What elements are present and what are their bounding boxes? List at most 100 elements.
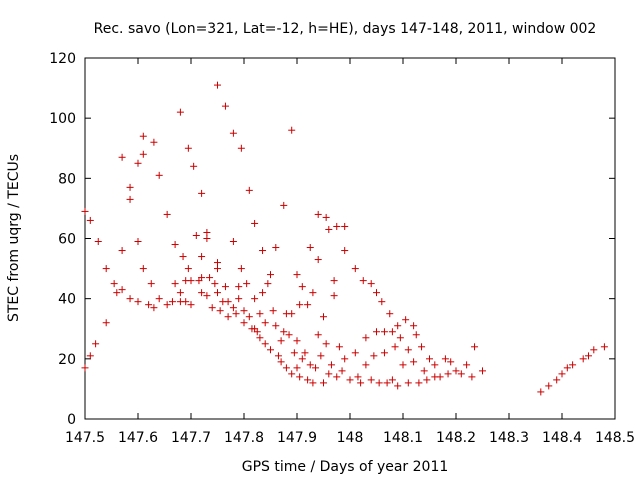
data-point [388,376,396,384]
data-point [155,171,163,179]
data-point [86,216,94,224]
data-point [383,379,391,387]
data-point [118,286,126,294]
x-tick-label: 148.3 [489,430,529,446]
data-point [373,328,380,336]
data-point [182,298,190,306]
data-point [386,310,394,318]
data-point [198,189,206,197]
data-point [404,346,412,354]
data-point [396,334,404,342]
data-point [198,289,206,297]
y-tick-label: 100 [49,111,76,127]
data-point [362,361,370,369]
data-point [282,364,290,372]
data-point [402,316,410,324]
data-point [267,346,274,354]
data-point [102,319,110,327]
data-point [301,349,309,357]
data-point [214,259,221,267]
data-point [102,265,110,273]
data-point [208,304,216,312]
data-point [134,238,142,246]
data-point [444,370,452,378]
data-point [163,210,171,218]
data-point [126,195,134,203]
data-point [221,283,229,291]
data-point [235,283,243,291]
data-point [190,162,198,170]
data-point [304,376,312,384]
data-point [388,328,396,336]
data-point [150,138,158,146]
data-point [280,201,288,209]
data-point [314,331,322,339]
data-point [320,313,327,321]
data-point [600,343,608,351]
data-point [118,153,126,161]
data-point [391,343,399,351]
data-point [229,304,237,312]
data-point [81,207,89,215]
data-point [272,322,280,330]
y-axis: 0 20 40 60 80 100 120 [49,51,615,428]
data-point [277,337,285,345]
data-point [198,274,206,282]
data-point [306,361,314,369]
data-point [203,228,211,236]
data-point [118,247,126,255]
x-tick-label: 148.5 [595,430,635,446]
data-point [267,271,274,279]
data-point [380,328,388,336]
data-point [256,334,264,342]
data-point [176,108,184,116]
data-point [333,373,341,381]
data-point [325,370,333,378]
data-point [322,340,330,348]
data-point [359,277,367,285]
data-point [126,295,134,303]
data-point [380,349,388,357]
data-point [139,132,147,140]
data-point [179,253,187,261]
data-point [312,364,320,372]
data-point [264,280,272,288]
data-point [198,253,206,261]
data-point [346,376,354,384]
data-point [351,265,359,273]
data-point [579,355,587,363]
x-tick-label: 147.5 [65,430,105,446]
x-tick-label: 147.7 [171,430,211,446]
data-point [314,210,322,218]
data-point [441,355,449,363]
data-point [274,352,282,360]
data-point [293,337,301,345]
data-point [280,328,288,336]
data-point [168,298,176,306]
data-point [309,289,317,297]
data-point [410,358,418,366]
data-point [229,238,237,246]
data-point [394,382,402,390]
data-point [354,373,362,381]
data-point [256,310,264,318]
data-point [203,292,211,300]
data-point [293,271,301,279]
x-tick-label: 147.8 [224,430,264,446]
data-point [370,352,378,360]
x-tick-label: 147.9 [277,430,317,446]
data-point [293,364,301,372]
data-point [367,280,375,288]
data-point [206,274,214,282]
data-point [537,388,545,396]
data-point [569,361,577,369]
data-point [471,343,479,351]
data-point [237,265,245,273]
data-point [285,331,293,339]
data-point [558,370,566,378]
data-point [240,307,248,315]
data-point [147,280,155,288]
data-point [357,379,365,387]
data-point [362,334,370,342]
